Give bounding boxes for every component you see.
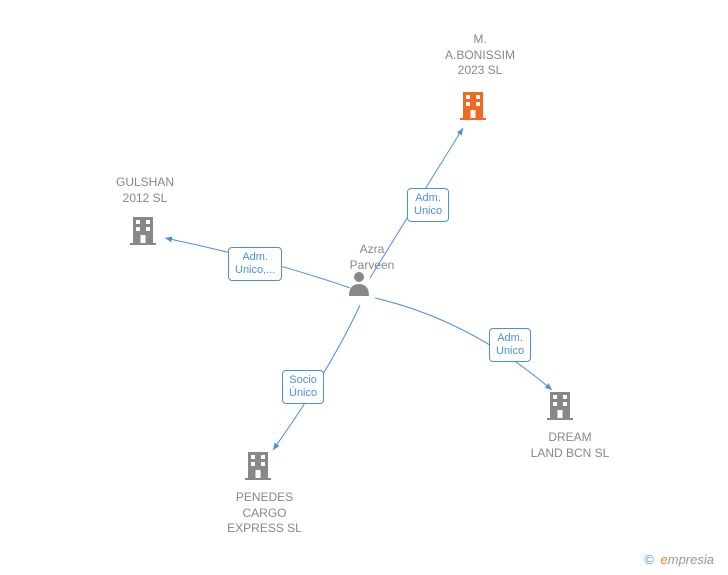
node-label-penedes: PENEDES CARGO EXPRESS SL: [217, 490, 312, 537]
node-label-bonissim: M. A.BONISSIM 2023 SL: [435, 32, 525, 79]
edge-label-penedes: Socio Único: [282, 370, 324, 404]
node-label-gulshan: GULSHAN 2012 SL: [105, 175, 185, 206]
copyright-symbol: ©: [644, 552, 654, 567]
building-icon-penedes[interactable]: [245, 450, 271, 485]
edge-label-dream: Adm. Unico: [489, 328, 531, 362]
person-icon-azra[interactable]: [347, 270, 371, 301]
node-label-azra: Azra Parveen: [342, 242, 402, 273]
building-icon-bonissim[interactable]: [460, 90, 486, 125]
building-icon-gulshan[interactable]: [130, 215, 156, 250]
node-label-dream: DREAM LAND BCN SL: [520, 430, 620, 461]
brand-first-letter: e: [661, 552, 668, 567]
edge-label-bonissim: Adm. Unico: [407, 188, 449, 222]
watermark: © empresia: [644, 552, 714, 567]
edge-label-gulshan: Adm. Unico,...: [228, 247, 282, 281]
building-icon-dream[interactable]: [547, 390, 573, 425]
brand-rest: mpresia: [668, 552, 714, 567]
